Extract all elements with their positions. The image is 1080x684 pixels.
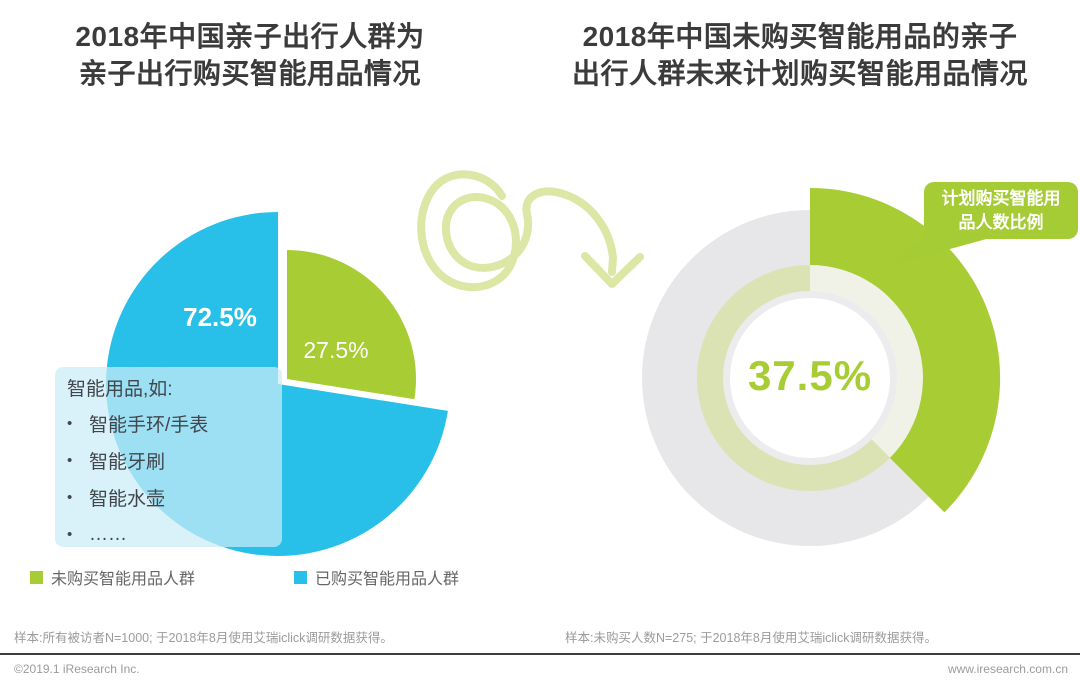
- legend-item-not-purchased: 未购买智能用品人群: [30, 565, 195, 589]
- sample-note-right: 样本:未购买人数N=275; 于2018年8月使用艾瑞iclick调研数据获得。: [565, 631, 937, 645]
- pie-slice-not-purchased: [287, 250, 416, 400]
- callout-line1: 计划购买智能用: [941, 189, 1061, 208]
- footer-divider: [0, 653, 1080, 655]
- sample-note-left: 样本:所有被访者N=1000; 于2018年8月使用艾瑞iclick调研数据获得…: [14, 631, 393, 645]
- callout-tail: [888, 233, 990, 266]
- bullet-icon: •: [67, 489, 73, 506]
- left-chart-title-line1: 2018年中国亲子出行人群为: [75, 21, 425, 52]
- tooltip-item: • 智能牙刷: [67, 442, 270, 479]
- donut-center-label: 37.5%: [747, 352, 873, 399]
- tooltip-item-label: 智能水壶: [89, 489, 166, 510]
- right-chart-title: 2018年中国未购买智能用品的亲子 出行人群未来计划购买智能用品情况: [522, 18, 1078, 92]
- spiral-arrow-doodle: [417, 170, 644, 292]
- left-chart-title-line2: 亲子出行购买智能用品情况: [78, 58, 421, 89]
- tooltip-item: • ……: [67, 516, 270, 553]
- tooltip-item-label: 智能牙刷: [89, 452, 166, 473]
- plan-to-buy-callout: 计划购买智能用 品人数比例: [924, 182, 1078, 239]
- tooltip-item-label: 智能手环/手表: [89, 415, 209, 436]
- tooltip-item: • 智能水壶: [67, 479, 270, 516]
- legend: 未购买智能用品人群 已购买智能用品人群: [0, 565, 1080, 589]
- donut-center-hole: [730, 298, 890, 458]
- tooltip-item-label: ……: [89, 523, 127, 545]
- legend-label-not-purchased: 未购买智能用品人群: [51, 571, 196, 588]
- pie-label-not-purchased-percent: 27.5%: [303, 337, 369, 363]
- left-chart-title: 2018年中国亲子出行人群为 亲子出行购买智能用品情况: [28, 18, 472, 92]
- bullet-icon: •: [67, 526, 73, 543]
- footer-website: www.iresearch.com.cn: [947, 662, 1068, 676]
- spiral-arrowhead-icon: [581, 252, 644, 288]
- bullet-icon: •: [67, 452, 73, 469]
- legend-swatch-green: [30, 570, 43, 584]
- callout-line2: 品人数比例: [958, 213, 1044, 232]
- tooltip-item: • 智能手环/手表: [67, 405, 270, 442]
- smart-products-tooltip: 智能用品,如: • 智能手环/手表 • 智能牙刷 • 智能水壶 • ……: [55, 367, 282, 547]
- spiral-arrow-curve: [417, 170, 617, 292]
- legend-item-purchased: 已购买智能用品人群: [294, 565, 459, 589]
- right-chart-title-line2: 出行人群未来计划购买智能用品情况: [571, 58, 1028, 89]
- legend-label-purchased: 已购买智能用品人群: [315, 571, 460, 588]
- legend-swatch-cyan: [294, 570, 307, 584]
- right-chart-title-line1: 2018年中国未购买智能用品的亲子: [582, 21, 1018, 52]
- tooltip-list: • 智能手环/手表 • 智能牙刷 • 智能水壶 • ……: [67, 405, 270, 553]
- footer-copyright: ©2019.1 iResearch Inc.: [14, 662, 140, 676]
- tooltip-header: 智能用品,如:: [67, 379, 173, 400]
- pie-label-purchased-percent: 72.5%: [183, 302, 257, 332]
- bullet-icon: •: [67, 415, 73, 432]
